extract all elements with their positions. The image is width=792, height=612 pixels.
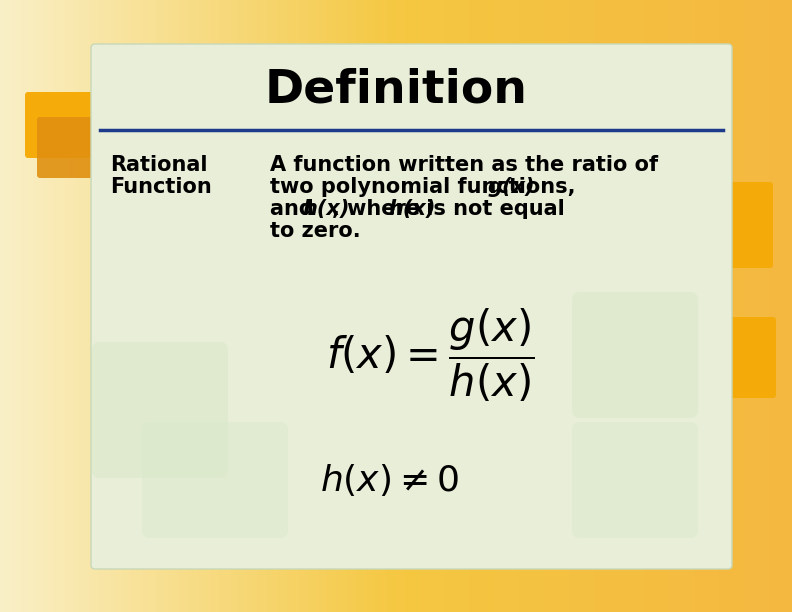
Text: is not equal: is not equal (419, 199, 565, 219)
Text: $h(x) \neq 0$: $h(x) \neq 0$ (320, 462, 459, 498)
FancyBboxPatch shape (709, 182, 773, 268)
Text: Definition: Definition (265, 67, 527, 113)
Text: $f(x) = \dfrac{g(x)}{h(x)}$: $f(x) = \dfrac{g(x)}{h(x)}$ (326, 307, 534, 403)
Text: to zero.: to zero. (270, 221, 360, 241)
Text: h(x): h(x) (302, 199, 349, 219)
Text: Rational: Rational (110, 155, 208, 175)
FancyBboxPatch shape (91, 44, 732, 569)
FancyBboxPatch shape (572, 422, 698, 538)
FancyBboxPatch shape (715, 317, 776, 398)
Text: two polynomial functions,: two polynomial functions, (270, 177, 583, 197)
Text: A function written as the ratio of: A function written as the ratio of (270, 155, 658, 175)
FancyBboxPatch shape (572, 292, 698, 418)
FancyBboxPatch shape (37, 117, 98, 178)
Text: Function: Function (110, 177, 211, 197)
Text: and: and (270, 199, 321, 219)
FancyBboxPatch shape (25, 92, 93, 158)
FancyBboxPatch shape (92, 342, 228, 478)
Text: , where: , where (332, 199, 428, 219)
Text: h(x): h(x) (388, 199, 436, 219)
Text: g(x): g(x) (488, 177, 535, 197)
FancyBboxPatch shape (142, 422, 288, 538)
